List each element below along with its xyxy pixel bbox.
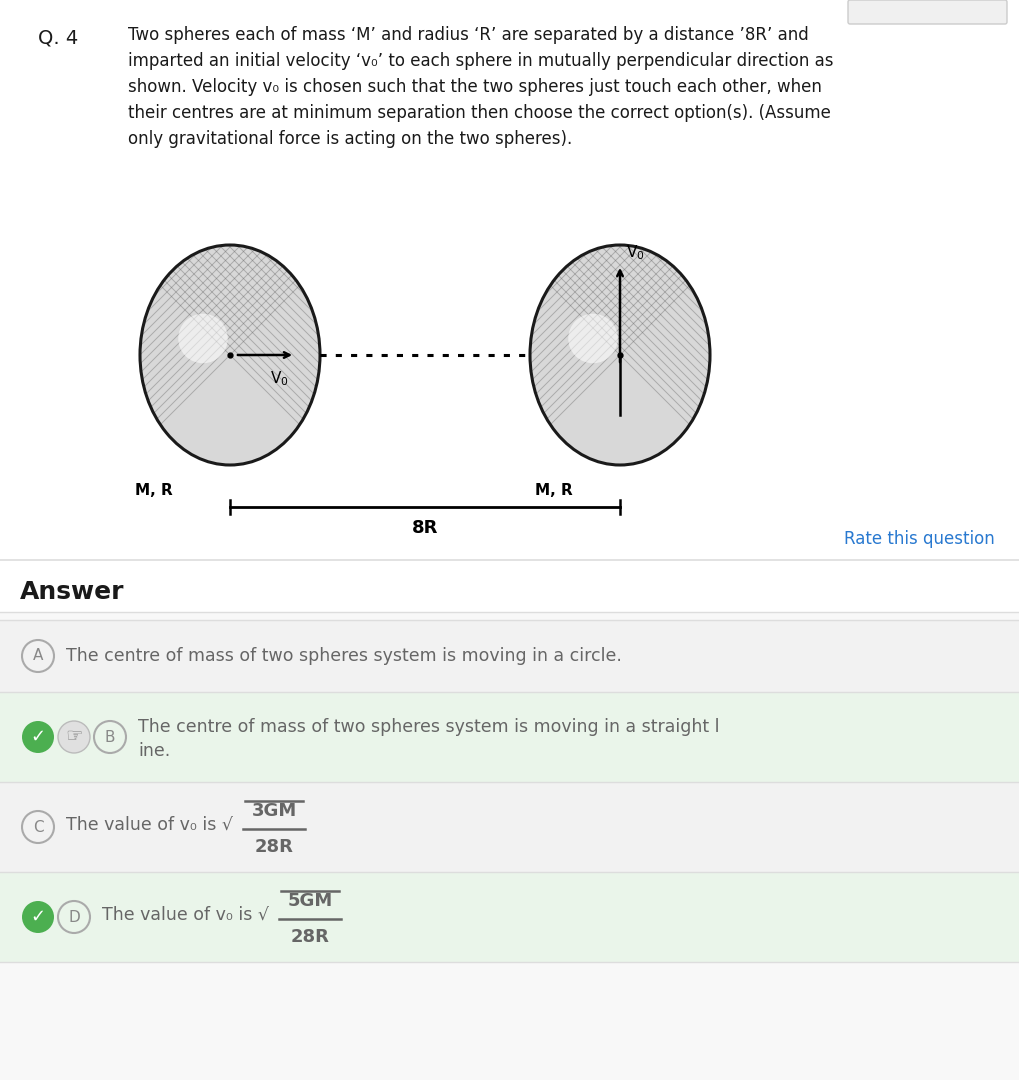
Ellipse shape bbox=[530, 245, 709, 465]
Text: 28R: 28R bbox=[290, 928, 329, 946]
Ellipse shape bbox=[178, 314, 227, 363]
Text: ine.: ine. bbox=[138, 742, 170, 760]
Text: The centre of mass of two spheres system is moving in a circle.: The centre of mass of two spheres system… bbox=[66, 647, 622, 665]
FancyBboxPatch shape bbox=[0, 692, 1019, 782]
Text: The centre of mass of two spheres system is moving in a straight l: The centre of mass of two spheres system… bbox=[138, 718, 718, 735]
FancyBboxPatch shape bbox=[0, 782, 1019, 872]
Ellipse shape bbox=[140, 245, 320, 465]
Text: D: D bbox=[68, 909, 79, 924]
Text: V$_0$: V$_0$ bbox=[626, 243, 644, 262]
Text: M, R: M, R bbox=[535, 483, 573, 498]
Text: The value of v₀ is √: The value of v₀ is √ bbox=[102, 906, 269, 924]
Text: 5GM: 5GM bbox=[287, 892, 332, 910]
Text: The value of v₀ is √: The value of v₀ is √ bbox=[66, 816, 232, 834]
Text: only gravitational force is acting on the two spheres).: only gravitational force is acting on th… bbox=[127, 130, 572, 148]
Circle shape bbox=[22, 901, 54, 933]
Text: ✓: ✓ bbox=[31, 728, 46, 746]
Text: imparted an initial velocity ‘v₀’ to each sphere in mutually perpendicular direc: imparted an initial velocity ‘v₀’ to eac… bbox=[127, 52, 833, 70]
Text: B: B bbox=[105, 729, 115, 744]
Ellipse shape bbox=[568, 314, 618, 363]
FancyBboxPatch shape bbox=[0, 872, 1019, 962]
Text: Q. 4: Q. 4 bbox=[38, 28, 78, 48]
Text: V$_0$: V$_0$ bbox=[270, 369, 288, 388]
Text: Two spheres each of mass ‘M’ and radius ‘R’ are separated by a distance ’8R’ and: Two spheres each of mass ‘M’ and radius … bbox=[127, 26, 808, 44]
FancyBboxPatch shape bbox=[0, 612, 1019, 1080]
Circle shape bbox=[22, 721, 54, 753]
Text: their centres are at minimum separation then choose the correct option(s). (Assu: their centres are at minimum separation … bbox=[127, 104, 830, 122]
Text: A: A bbox=[33, 648, 43, 663]
Text: ☞: ☞ bbox=[65, 728, 83, 746]
Text: M, R: M, R bbox=[135, 483, 172, 498]
Text: 28R: 28R bbox=[255, 838, 293, 856]
FancyBboxPatch shape bbox=[847, 0, 1006, 24]
Circle shape bbox=[58, 721, 90, 753]
Text: 3GM: 3GM bbox=[251, 802, 297, 820]
Text: ✓: ✓ bbox=[31, 908, 46, 926]
FancyBboxPatch shape bbox=[0, 620, 1019, 692]
Text: 8R: 8R bbox=[412, 519, 438, 537]
Text: C: C bbox=[33, 820, 43, 835]
Text: shown. Velocity v₀ is chosen such that the two spheres just touch each other, wh: shown. Velocity v₀ is chosen such that t… bbox=[127, 78, 821, 96]
Text: Answer: Answer bbox=[20, 580, 124, 604]
Text: Rate this question: Rate this question bbox=[844, 530, 994, 548]
